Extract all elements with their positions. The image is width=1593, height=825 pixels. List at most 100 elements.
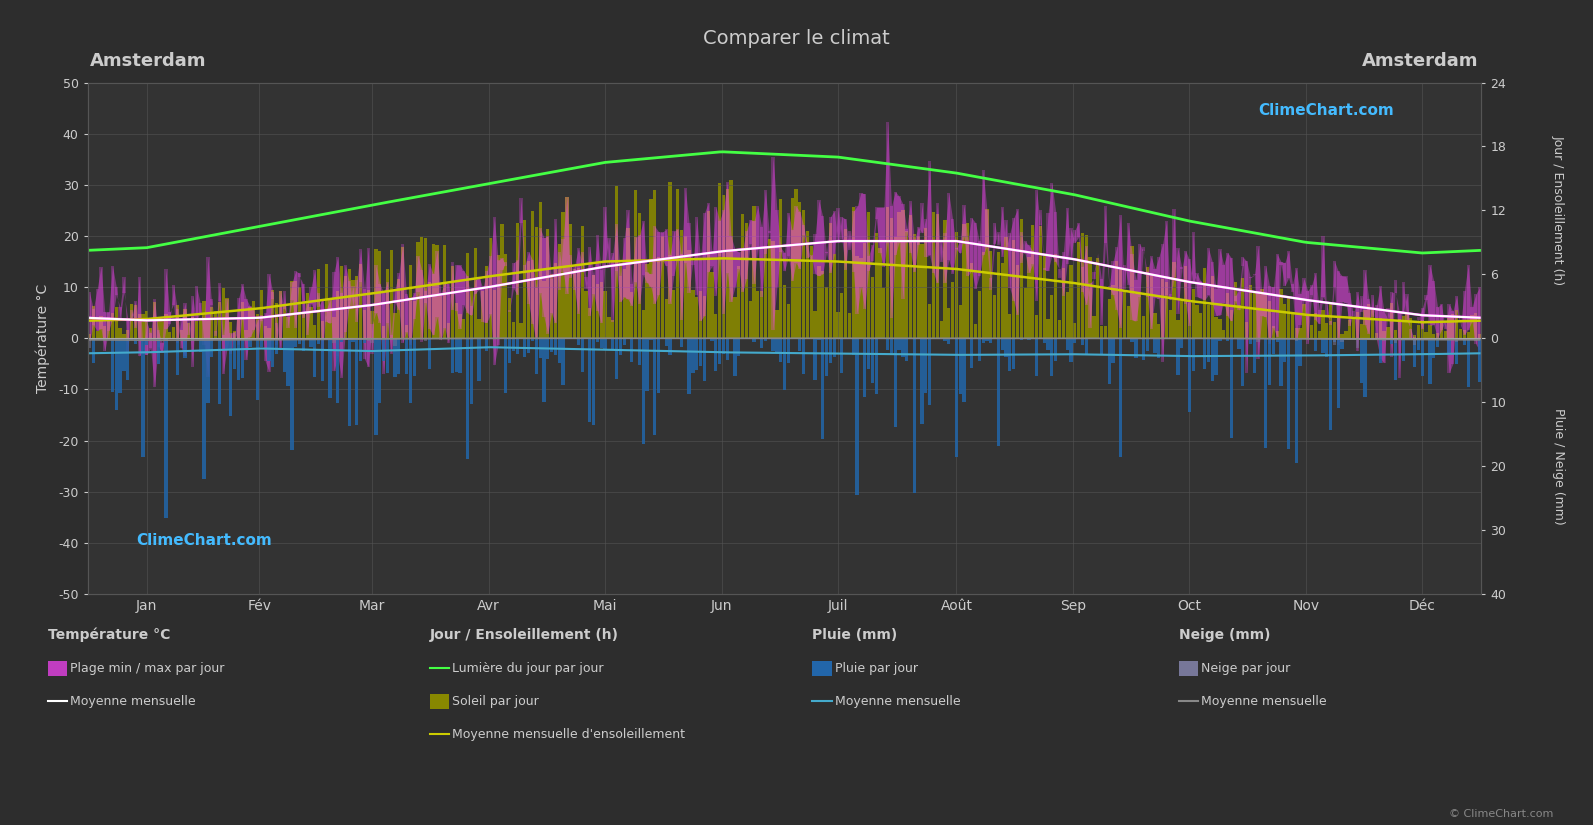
- Bar: [126, 318, 129, 352]
- Bar: [467, 338, 470, 459]
- Bar: [137, 314, 140, 338]
- Bar: [1443, 331, 1446, 338]
- Bar: [1192, 232, 1195, 283]
- Bar: [1424, 332, 1427, 338]
- Bar: [695, 217, 698, 295]
- Bar: [1207, 248, 1211, 295]
- Bar: [726, 189, 730, 338]
- Bar: [538, 338, 542, 358]
- Bar: [978, 338, 981, 361]
- Bar: [875, 207, 878, 219]
- Bar: [1211, 262, 1214, 304]
- Bar: [1123, 290, 1126, 338]
- Bar: [905, 338, 908, 361]
- Bar: [913, 338, 916, 493]
- Bar: [1211, 276, 1214, 338]
- Bar: [1397, 319, 1400, 338]
- Bar: [309, 287, 312, 304]
- Bar: [1359, 324, 1364, 338]
- Bar: [1230, 310, 1233, 338]
- Text: Amsterdam: Amsterdam: [91, 52, 207, 70]
- Bar: [637, 235, 640, 304]
- Bar: [481, 291, 484, 338]
- Bar: [1448, 338, 1451, 355]
- Bar: [535, 338, 538, 374]
- Text: Moyenne mensuelle: Moyenne mensuelle: [1201, 695, 1327, 709]
- Bar: [1416, 318, 1419, 320]
- Bar: [363, 289, 366, 359]
- Bar: [1027, 246, 1031, 272]
- Bar: [1222, 265, 1225, 303]
- Bar: [820, 271, 824, 338]
- Bar: [202, 338, 205, 478]
- Bar: [1161, 279, 1164, 338]
- Bar: [374, 338, 378, 436]
- Bar: [929, 304, 932, 338]
- Bar: [1039, 226, 1042, 338]
- Bar: [1337, 338, 1340, 408]
- Bar: [1295, 268, 1298, 340]
- Bar: [511, 323, 515, 338]
- Bar: [371, 324, 374, 354]
- Bar: [500, 257, 503, 271]
- Bar: [726, 182, 730, 273]
- Bar: [1077, 242, 1080, 338]
- Bar: [1230, 258, 1233, 321]
- Bar: [523, 338, 527, 357]
- Bar: [1164, 282, 1168, 338]
- Bar: [902, 204, 905, 299]
- Bar: [298, 273, 301, 277]
- Bar: [1432, 281, 1435, 325]
- Bar: [847, 231, 851, 250]
- Bar: [814, 338, 817, 380]
- Bar: [1391, 338, 1394, 344]
- Bar: [467, 276, 470, 314]
- Bar: [1131, 254, 1134, 320]
- Bar: [363, 338, 366, 343]
- Bar: [374, 248, 378, 338]
- Bar: [714, 207, 717, 295]
- Bar: [1429, 338, 1432, 384]
- Bar: [390, 249, 393, 338]
- Bar: [921, 244, 924, 338]
- Bar: [1099, 326, 1102, 338]
- Bar: [787, 338, 790, 363]
- Bar: [484, 266, 489, 338]
- Bar: [282, 291, 285, 309]
- Bar: [1069, 338, 1072, 362]
- Bar: [1150, 257, 1153, 329]
- Bar: [859, 258, 862, 338]
- Bar: [618, 338, 621, 356]
- Bar: [1115, 262, 1118, 338]
- Bar: [1257, 292, 1260, 338]
- Bar: [1230, 338, 1233, 438]
- Bar: [1195, 273, 1198, 297]
- Bar: [782, 252, 787, 271]
- Bar: [795, 189, 798, 338]
- Bar: [252, 301, 255, 338]
- Bar: [825, 338, 828, 375]
- Bar: [1413, 338, 1416, 345]
- Bar: [886, 122, 889, 240]
- Bar: [883, 288, 886, 338]
- Bar: [672, 231, 675, 276]
- Bar: [317, 268, 320, 338]
- Bar: [596, 235, 599, 311]
- Bar: [382, 338, 386, 361]
- Bar: [523, 220, 527, 338]
- Bar: [1340, 338, 1344, 342]
- Bar: [1055, 212, 1058, 262]
- Bar: [205, 257, 210, 377]
- Bar: [1016, 266, 1020, 338]
- Bar: [746, 231, 749, 280]
- Bar: [237, 319, 241, 338]
- Bar: [386, 338, 389, 374]
- Bar: [256, 320, 260, 341]
- Bar: [1467, 265, 1470, 329]
- Bar: [997, 338, 1000, 446]
- Bar: [320, 299, 323, 352]
- Bar: [352, 280, 355, 338]
- Bar: [542, 238, 545, 317]
- Bar: [393, 289, 397, 303]
- Bar: [393, 338, 397, 377]
